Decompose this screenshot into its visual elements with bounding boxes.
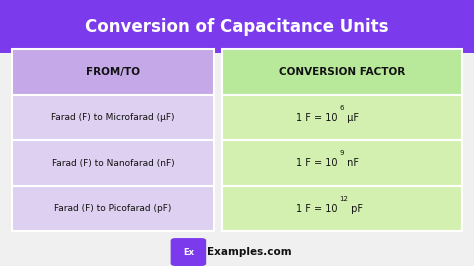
Text: 1 F = 10: 1 F = 10 (296, 204, 337, 214)
Text: Farad (F) to Nanofarad (nF): Farad (F) to Nanofarad (nF) (52, 159, 174, 168)
Text: Conversion of Capacitance Units: Conversion of Capacitance Units (85, 18, 389, 36)
Text: μF: μF (344, 113, 359, 123)
FancyBboxPatch shape (222, 49, 462, 95)
Text: 6: 6 (339, 105, 344, 110)
FancyBboxPatch shape (12, 95, 214, 140)
Text: Farad (F) to Picofarad (pF): Farad (F) to Picofarad (pF) (55, 204, 172, 213)
FancyBboxPatch shape (0, 0, 474, 53)
FancyBboxPatch shape (222, 186, 462, 231)
Text: nF: nF (344, 158, 359, 168)
Text: 12: 12 (339, 196, 348, 202)
FancyBboxPatch shape (222, 95, 462, 140)
Text: 1 F = 10: 1 F = 10 (296, 158, 337, 168)
Text: 9: 9 (339, 150, 344, 156)
Text: Examples.com: Examples.com (207, 247, 292, 257)
FancyBboxPatch shape (222, 140, 462, 186)
FancyBboxPatch shape (12, 140, 214, 186)
Text: Ex: Ex (183, 248, 194, 256)
FancyBboxPatch shape (12, 49, 214, 95)
Text: Farad (F) to Microfarad (μF): Farad (F) to Microfarad (μF) (51, 113, 175, 122)
FancyBboxPatch shape (171, 238, 206, 266)
Text: CONVERSION FACTOR: CONVERSION FACTOR (279, 67, 405, 77)
FancyBboxPatch shape (12, 186, 214, 231)
Text: FROM/TO: FROM/TO (86, 67, 140, 77)
Text: pF: pF (348, 204, 363, 214)
Text: 1 F = 10: 1 F = 10 (296, 113, 337, 123)
